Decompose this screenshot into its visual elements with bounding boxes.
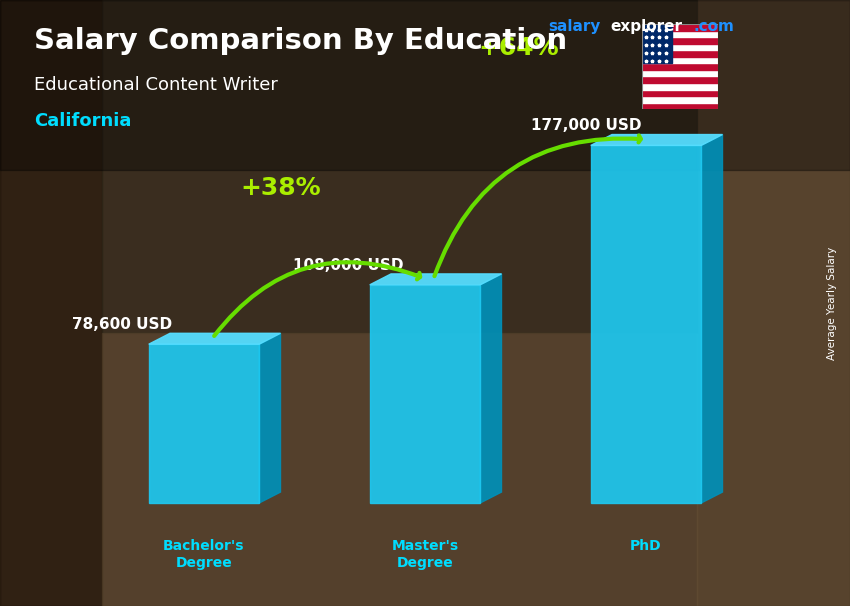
Text: Bachelor's
Degree: Bachelor's Degree	[163, 539, 245, 570]
Text: 78,600 USD: 78,600 USD	[72, 317, 173, 332]
Bar	[642, 50, 718, 57]
Bar	[642, 31, 718, 38]
Polygon shape	[701, 135, 722, 503]
Text: Average Yearly Salary: Average Yearly Salary	[827, 247, 837, 359]
Bar	[102, 333, 697, 606]
Bar	[102, 0, 697, 333]
Bar	[642, 38, 718, 44]
Bar	[642, 76, 718, 83]
Text: Educational Content Writer: Educational Content Writer	[34, 76, 278, 94]
Polygon shape	[149, 333, 280, 344]
Bar	[642, 96, 718, 102]
Text: salary: salary	[548, 19, 601, 35]
Polygon shape	[259, 333, 280, 503]
Bar	[642, 44, 718, 50]
Bar	[591, 145, 701, 503]
Bar	[642, 90, 718, 96]
Text: +38%: +38%	[241, 176, 320, 200]
Bar	[642, 57, 718, 64]
Bar	[697, 0, 850, 606]
Bar	[642, 83, 718, 90]
Bar	[370, 285, 480, 503]
Text: explorer: explorer	[610, 19, 683, 35]
Bar	[642, 24, 718, 31]
Text: Master's
Degree: Master's Degree	[392, 539, 458, 570]
Bar	[149, 344, 259, 503]
Bar	[642, 102, 718, 109]
Text: California: California	[34, 112, 132, 130]
Bar	[0, 0, 102, 606]
Text: +64%: +64%	[479, 36, 558, 61]
Bar	[642, 64, 718, 70]
Polygon shape	[480, 274, 501, 503]
Text: 177,000 USD: 177,000 USD	[531, 118, 642, 133]
Polygon shape	[370, 274, 502, 285]
Polygon shape	[591, 135, 722, 145]
Bar	[642, 24, 672, 64]
Bar	[0, 0, 850, 170]
Text: 108,000 USD: 108,000 USD	[293, 258, 404, 273]
Text: .com: .com	[694, 19, 734, 35]
Text: PhD: PhD	[630, 539, 662, 553]
Bar	[642, 70, 718, 76]
Text: Salary Comparison By Education: Salary Comparison By Education	[34, 27, 567, 55]
